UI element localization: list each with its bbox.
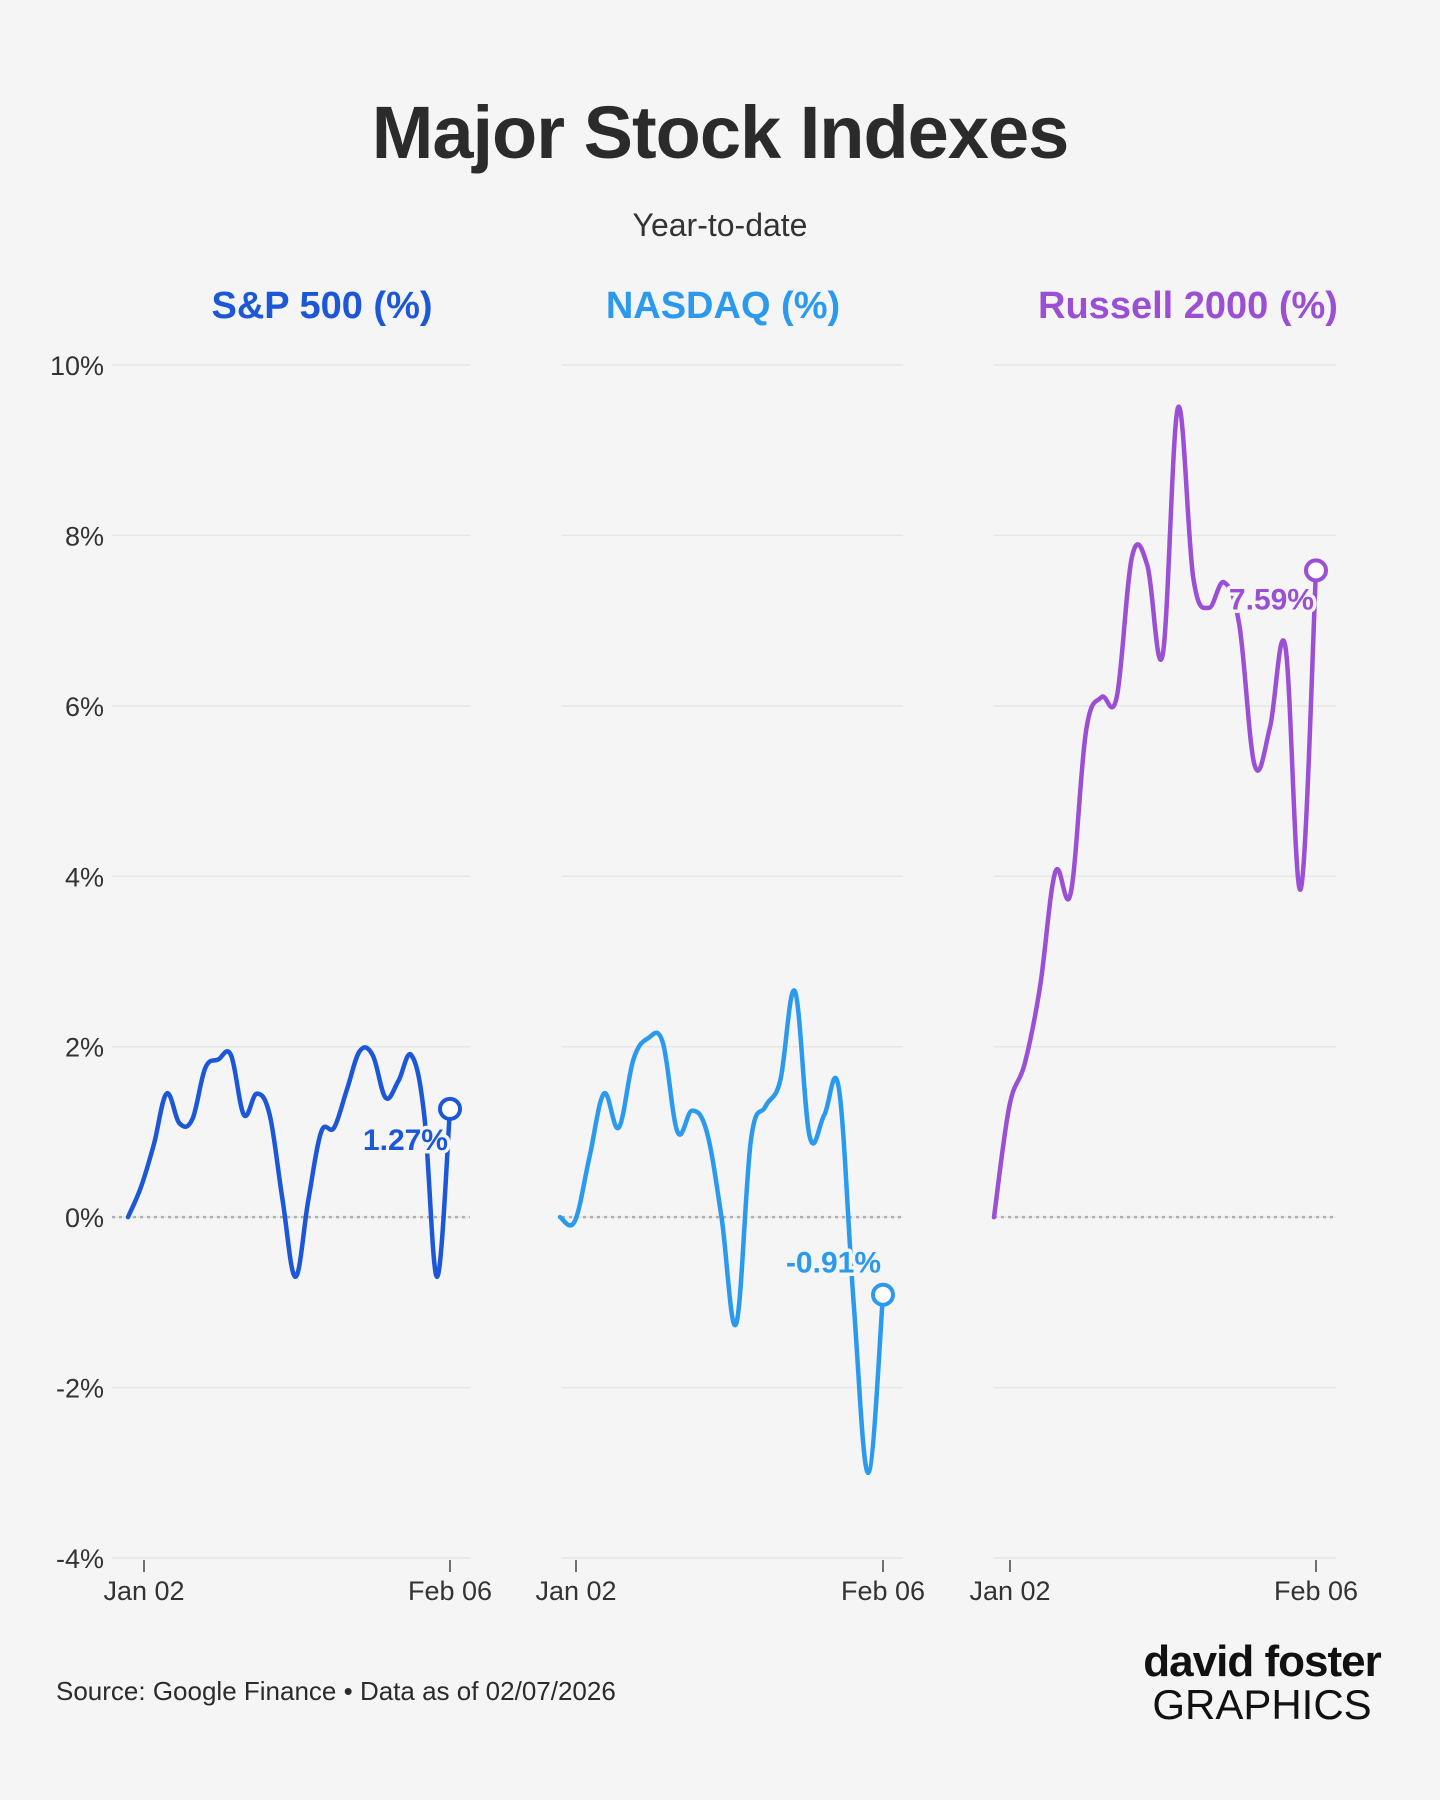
x-tick-label: Feb 06 [1274, 1576, 1358, 1606]
panel-title-sp500: S&P 500 (%) [211, 285, 432, 327]
x-tick-label: Jan 02 [969, 1576, 1050, 1606]
y-tick-label: 6% [65, 692, 104, 722]
series-line-nasdaq [557, 988, 886, 1476]
x-tick-label: Feb 06 [841, 1576, 925, 1606]
end-label-halo: -0.91% [786, 1247, 881, 1280]
y-tick-label: 4% [65, 862, 104, 892]
y-tick-label: -2% [56, 1374, 104, 1404]
chart-title: Major Stock Indexes [371, 91, 1070, 174]
y-tick-label: -4% [56, 1544, 104, 1574]
end-label-halo: 1.27% [363, 1124, 448, 1157]
x-tick-label: Feb 06 [408, 1576, 492, 1606]
end-label-sp500: 1.27% [363, 1124, 448, 1157]
source-note: Source: Google Finance • Data as of 02/0… [56, 1676, 616, 1706]
panel-russell: Russell 2000 (%)Jan 02 Feb 067.59%7.59% [969, 285, 1358, 1606]
panel-title-russell: Russell 2000 (%) [1038, 285, 1338, 327]
series-line-sp500 [125, 1045, 453, 1280]
chart-subtitle: Year-to-date [632, 207, 808, 243]
panel-nasdaq: NASDAQ (%)Jan 02 Feb 06-0.91%-0.91% [535, 285, 925, 1606]
panel-sp500: S&P 500 (%) 10% 8% 6% 4% 2% 0% -2% -4%Jan 02 Feb … [50, 285, 492, 1606]
x-tick-label: Jan 02 [535, 1576, 616, 1606]
brand-logo-bottom: GRAPHICS [1152, 1681, 1372, 1728]
brand-logo-top: david foster [1143, 1637, 1381, 1686]
end-point-marker [1304, 558, 1328, 583]
panel-title-nasdaq: NASDAQ (%) [606, 285, 840, 327]
brand-logo: david foster GRAPHICS [1142, 1640, 1382, 1726]
end-label-russell: 7.59% [1229, 583, 1314, 616]
y-tick-label: 0% [65, 1203, 104, 1233]
y-tick-label: 10% [50, 351, 104, 381]
end-label-halo: 7.59% [1229, 583, 1314, 616]
series-line-russell [991, 404, 1319, 1220]
x-tick-label: Jan 02 [103, 1576, 184, 1606]
y-tick-label: 2% [65, 1033, 104, 1063]
end-label-nasdaq: -0.91% [786, 1247, 881, 1280]
y-tick-label: 8% [65, 521, 104, 551]
end-point-marker [438, 1096, 462, 1121]
end-point-marker [871, 1282, 895, 1307]
